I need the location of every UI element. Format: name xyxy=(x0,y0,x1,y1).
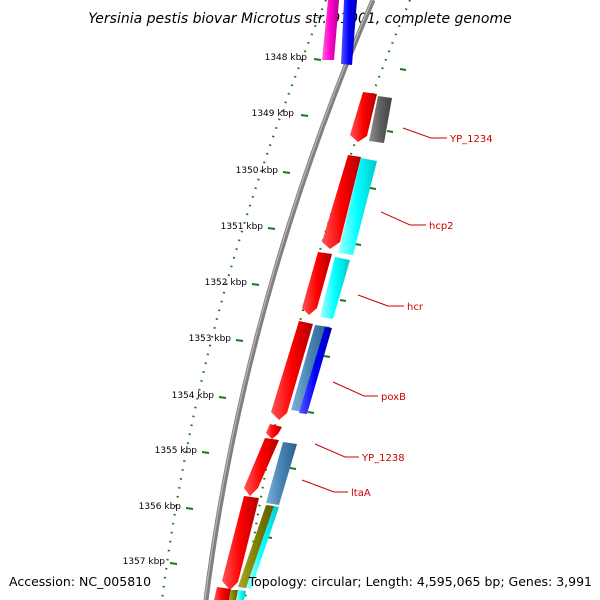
tick-label: 1355 kbp xyxy=(155,446,198,456)
gene-feature-red xyxy=(271,321,313,420)
gene-feature-olive xyxy=(229,590,238,600)
tick-label: 1351 kbp xyxy=(221,222,264,232)
tick-mark xyxy=(307,411,315,414)
leader-line xyxy=(332,381,378,397)
tick-mark xyxy=(289,467,297,470)
leader-line xyxy=(402,127,447,139)
tick-label: 1350 kbp xyxy=(236,166,279,176)
map-title: Yersinia pestis biovar Microtus str. 910… xyxy=(88,11,511,27)
tick-mark xyxy=(251,283,260,286)
outer-dotted-ring xyxy=(243,0,412,600)
genome-backbone xyxy=(203,0,376,600)
tick-mark xyxy=(323,355,331,358)
genome-summary-text: Topology: circular; Length: 4,595,065 bp… xyxy=(248,574,592,589)
leader-line xyxy=(301,479,348,493)
gene-feature-cyan xyxy=(338,158,377,255)
gene-feature-blue xyxy=(341,0,357,65)
accession-text: Accession: NC_005810 xyxy=(9,574,151,589)
gene-feature-cyan xyxy=(320,257,350,319)
gene-feature-red xyxy=(322,155,361,249)
gene-feature-cyan xyxy=(236,590,246,600)
forward-strand-genes xyxy=(229,0,392,600)
leader-line xyxy=(314,443,359,458)
leader-line xyxy=(357,294,404,307)
gene-feature-red xyxy=(214,587,231,600)
tick-marks xyxy=(169,58,407,565)
tick-mark xyxy=(300,114,309,117)
tick-label: 1349 kbp xyxy=(252,109,295,119)
gene-feature-red xyxy=(244,438,279,496)
tick-mark xyxy=(399,68,407,71)
gene-label-hcr: hcr xyxy=(407,302,424,313)
gene-feature-steel xyxy=(266,442,297,505)
gene-feature-red xyxy=(266,424,282,439)
tick-mark xyxy=(313,58,322,61)
tick-mark xyxy=(354,243,362,246)
tick-mark xyxy=(339,299,347,302)
tick-mark xyxy=(185,507,194,510)
leader-line xyxy=(380,211,426,226)
gene-feature-cyan xyxy=(246,506,279,589)
gene-feature-red xyxy=(222,496,259,590)
gene-label-hcp2: hcp2 xyxy=(429,221,454,232)
tick-label: 1357 kbp xyxy=(123,557,166,567)
gene-feature-blue xyxy=(299,327,332,414)
inner-dotted-ring xyxy=(160,0,328,600)
gene-feature-gray xyxy=(369,96,392,143)
tick-mark xyxy=(267,227,276,230)
tick-label: 1352 kbp xyxy=(205,278,248,288)
tick-label: 1354 kbp xyxy=(172,391,215,401)
genome-backbone-highlight xyxy=(204,0,373,600)
gene-label-yp1238: YP_1238 xyxy=(361,453,405,464)
gene-labels: YP_1234 hcp2 hcr poxB YP_1238 ltaA xyxy=(351,134,493,499)
gene-label-poxb: poxB xyxy=(381,392,406,403)
tick-mark xyxy=(235,339,244,342)
reverse-strand-genes xyxy=(214,0,377,600)
tick-mark xyxy=(369,187,377,190)
gene-label-leaders xyxy=(301,127,447,493)
gene-feature-magenta xyxy=(322,0,339,60)
tick-mark xyxy=(201,451,210,454)
tick-labels: 1348 kbp 1349 kbp 1350 kbp 1351 kbp 1352… xyxy=(123,53,308,567)
tick-label: 1353 kbp xyxy=(189,334,232,344)
gene-feature-olive xyxy=(238,505,274,588)
tick-mark xyxy=(282,171,291,174)
tick-label: 1348 kbp xyxy=(265,53,308,63)
gene-feature-red xyxy=(350,92,377,142)
gene-label-yp1234: YP_1234 xyxy=(449,134,493,145)
tick-mark xyxy=(169,562,178,565)
gene-feature-red xyxy=(302,252,332,315)
genome-rings xyxy=(160,0,412,600)
tick-mark xyxy=(218,396,227,399)
tick-mark xyxy=(386,130,394,133)
tick-label: 1356 kbp xyxy=(139,502,182,512)
gene-label-ltaa: ltaA xyxy=(351,488,371,499)
